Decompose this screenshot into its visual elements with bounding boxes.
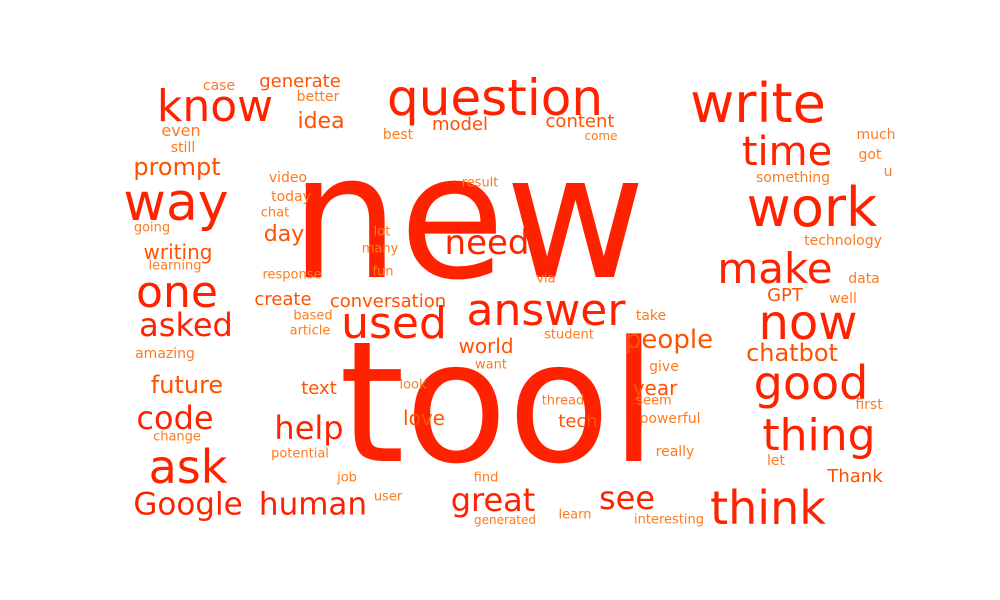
word-gpt: GPT	[767, 285, 803, 306]
word-really: really	[655, 444, 695, 460]
word-user: user	[373, 489, 403, 505]
word-good: good	[753, 356, 869, 410]
word-write: write	[690, 72, 826, 135]
word-lot: lot	[373, 224, 391, 240]
word-take: take	[635, 308, 667, 324]
word-people: people	[624, 325, 714, 355]
word-work: work	[746, 176, 878, 239]
word-help: help	[274, 409, 344, 447]
word-let: let	[767, 453, 785, 469]
word-learning: learning	[148, 258, 202, 274]
word-writing: writing	[143, 240, 213, 264]
word-model: model	[431, 114, 489, 135]
word-change: change	[153, 429, 201, 445]
word-tool: tool	[338, 305, 658, 501]
word-response: response	[262, 267, 322, 283]
word-chatbot: chatbot	[746, 339, 838, 367]
word-got: got	[858, 147, 882, 163]
word-conversation: conversation	[329, 291, 447, 312]
word-used: used	[341, 298, 447, 349]
word-powerful: powerful	[639, 411, 701, 427]
word-going: going	[133, 220, 171, 236]
word-give: give	[649, 359, 679, 375]
word-now: now	[758, 295, 858, 351]
word-video: video	[268, 170, 308, 186]
word-based: based	[293, 308, 333, 324]
word-best: best	[382, 127, 414, 143]
word-love: love	[403, 406, 445, 430]
word-thank: Thank	[827, 466, 883, 487]
word-chat: chat	[260, 205, 290, 221]
word-come: come	[584, 129, 618, 143]
word-seem: seem	[636, 393, 672, 409]
word-ask: ask	[148, 440, 228, 494]
word-learn: learn	[558, 507, 592, 523]
word-even: even	[161, 121, 201, 140]
word-year: year	[632, 376, 678, 400]
word-day: day	[263, 222, 305, 247]
word-potential: potential	[271, 446, 329, 462]
word-case: case	[202, 78, 236, 94]
word-question: question	[386, 69, 604, 127]
word-job: job	[337, 470, 357, 486]
word-asked: asked	[139, 306, 233, 344]
word-thread: thread	[541, 393, 585, 409]
word-u: u	[883, 164, 893, 180]
word-need: need	[444, 223, 530, 263]
word-answer: answer	[466, 285, 626, 336]
word-well: well	[829, 291, 857, 307]
word-first: first	[855, 397, 883, 413]
word-much: much	[856, 127, 896, 143]
word-result: result	[461, 175, 499, 191]
word-make: make	[717, 244, 833, 293]
word-fun: fun	[372, 264, 394, 280]
word-amazing: amazing	[135, 346, 195, 362]
word-human: human	[258, 486, 368, 523]
word-idea: idea	[297, 109, 345, 134]
word-think: think	[710, 481, 826, 535]
word-time: time	[741, 129, 833, 175]
word-code: code	[136, 399, 214, 437]
word-one: one	[136, 267, 218, 318]
word-interesting: interesting	[634, 512, 704, 528]
word-look: look	[399, 377, 427, 393]
word-text: text	[301, 378, 337, 399]
word-technology: technology	[804, 233, 882, 249]
word-thing: thing	[762, 410, 876, 461]
word-tech: tech	[558, 411, 598, 432]
word-see: see	[598, 479, 656, 517]
word-create: create	[254, 289, 312, 310]
word-generate: generate	[259, 71, 341, 92]
word-future: future	[150, 371, 224, 399]
word-find: find	[473, 470, 499, 486]
word-google: Google	[133, 486, 243, 523]
word-via: via	[536, 271, 556, 287]
word-still: still	[170, 140, 196, 156]
word-world: world	[458, 334, 514, 358]
word-new: new	[290, 117, 646, 318]
word-many: many	[361, 241, 399, 257]
word-great: great	[450, 481, 536, 519]
word-content: content	[545, 111, 615, 132]
word-something: something	[755, 170, 831, 186]
word-today: today	[271, 189, 311, 205]
word-know: know	[156, 81, 274, 132]
word-better: better	[296, 89, 340, 105]
word-want: want	[475, 357, 507, 373]
word-prompt: prompt	[133, 153, 221, 181]
word-data: data	[848, 271, 880, 287]
word-way: way	[123, 173, 229, 233]
word-student: student	[544, 327, 594, 343]
word-article: article	[289, 323, 331, 339]
word-generated: generated	[474, 513, 536, 527]
